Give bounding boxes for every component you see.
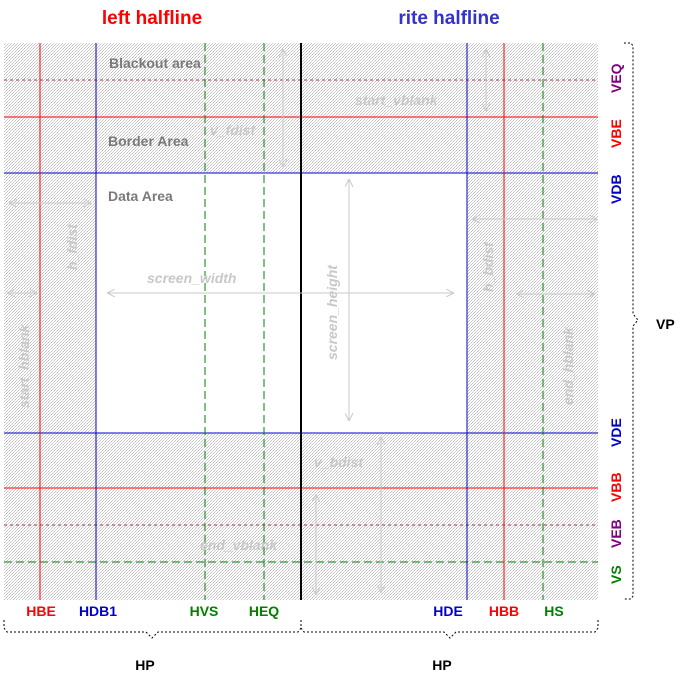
v-bdist-label: v_bdist <box>314 454 364 470</box>
hbe-label: HBE <box>26 603 56 619</box>
hp-left-label: HP <box>135 657 154 673</box>
vdb-label: VDB <box>608 174 624 204</box>
veb-label: VEB <box>608 519 624 548</box>
hp-brace-right <box>300 620 599 639</box>
end-vblank-label: end_vblank <box>200 537 278 553</box>
h-bdist-label: h_bdist <box>480 241 496 292</box>
data-area-right <box>301 173 467 433</box>
hp-right-label: HP <box>432 657 451 673</box>
vp-label: VP <box>656 316 675 332</box>
heq-label: HEQ <box>249 603 279 619</box>
border-area-label: Border Area <box>108 133 189 149</box>
vbb-label: VBB <box>608 472 624 502</box>
data-area-label: Data Area <box>108 188 173 204</box>
right-halfline-header: rite halfline <box>398 8 499 29</box>
v-fdist-label: v_fdist <box>210 122 256 138</box>
start-vblank-label: start_vblank <box>355 92 439 108</box>
blackout-area-label: Blackout area <box>109 55 201 71</box>
screen-width-label: screen_width <box>147 270 236 286</box>
vbe-label: VBE <box>608 119 624 148</box>
hvs-label: HVS <box>190 603 219 619</box>
h-fdist-label: h_fdist <box>64 223 80 270</box>
start-hblank-label: start_hblank <box>16 324 32 408</box>
vs-label: VS <box>608 565 624 584</box>
vde-label: VDE <box>608 418 624 447</box>
hs-label: HS <box>544 603 563 619</box>
data-area-left <box>96 173 301 433</box>
end-hblank-label: end_hblank <box>560 326 576 405</box>
vp-brace <box>624 42 639 600</box>
hdb1-label: HDB1 <box>79 603 117 619</box>
screen-height-label: screen_height <box>324 264 340 360</box>
veq-label: VEQ <box>608 63 624 93</box>
hde-label: HDE <box>433 603 463 619</box>
hbb-label: HBB <box>489 603 519 619</box>
left-halfline-header: left halfline <box>102 8 202 29</box>
hp-brace-left <box>3 620 302 639</box>
